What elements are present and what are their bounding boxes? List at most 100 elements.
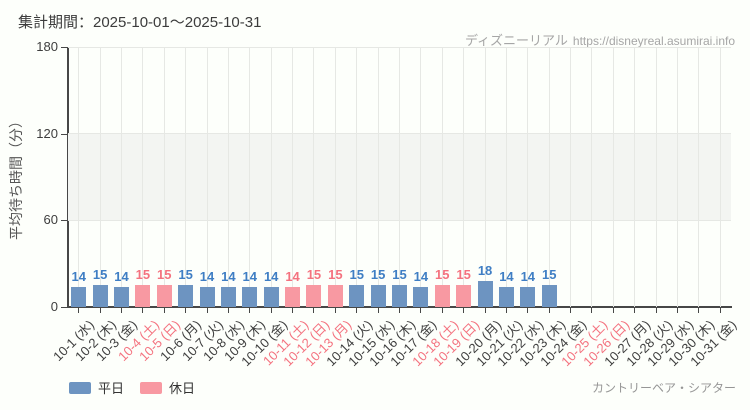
chart-plot-area: 10-1 (水) 14 10-2 (木) 15 10-3 (金) 14 10-4 (土) 15… <box>51 46 739 369</box>
bar-weekday <box>520 286 536 307</box>
watermark-url: https://disneyreal.asumirai.info <box>572 34 735 48</box>
bar-weekday <box>392 285 407 307</box>
x-axis-tick-mark <box>484 308 486 313</box>
x-axis-tick-mark <box>591 308 593 313</box>
bar-weekday <box>477 281 493 307</box>
x-gridline <box>313 47 315 307</box>
x-axis-tick-mark <box>399 308 400 313</box>
bar-weekday <box>113 286 129 307</box>
bar-value-label: 15 <box>370 267 386 283</box>
x-axis-tick-mark <box>527 308 529 313</box>
x-axis-tick-mark <box>677 308 679 313</box>
bar-holiday <box>327 285 343 307</box>
x-gridline <box>120 47 122 307</box>
x-axis-tick-mark <box>270 308 272 313</box>
attraction-name: カントリーベア・シアター <box>591 381 736 395</box>
y-axis-tick-label: 180 <box>36 39 58 54</box>
bar-value-label: 15 <box>541 267 557 283</box>
y-axis-tick-mark <box>61 307 68 308</box>
x-axis-tick-mark <box>185 308 187 313</box>
bar-weekday <box>242 286 258 307</box>
legend-item-weekday: 平日 <box>69 378 124 397</box>
x-axis-tick-mark <box>719 308 721 313</box>
x-gridline <box>719 47 721 307</box>
x-gridline <box>227 47 229 307</box>
bar-value-label: 15 <box>178 267 193 283</box>
x-gridline <box>677 47 679 307</box>
y-axis-tick-label: 60 <box>43 212 58 228</box>
x-axis-tick-mark <box>420 308 422 313</box>
bar-weekday <box>71 286 87 307</box>
x-gridline <box>78 47 80 307</box>
x-gridline <box>634 47 636 307</box>
bar-holiday <box>456 285 472 307</box>
bar-value-label: 15 <box>349 267 364 283</box>
x-axis-tick-mark <box>163 308 165 313</box>
bar-weekday <box>413 286 429 307</box>
bar-value-label: 15 <box>456 267 471 283</box>
x-axis-tick-mark <box>249 308 251 313</box>
x-gridline <box>99 47 101 307</box>
x-gridline <box>334 47 336 307</box>
x-gridline <box>163 47 165 307</box>
bar-weekday <box>92 285 108 307</box>
x-gridline <box>655 47 657 307</box>
bar-holiday <box>285 286 301 307</box>
x-gridline <box>548 47 550 307</box>
x-gridline <box>591 47 593 307</box>
y-axis-tick-mark <box>61 47 68 48</box>
chart-legend: 平日 休日 <box>69 378 195 397</box>
x-axis-line <box>67 306 732 308</box>
x-axis-tick-mark <box>313 308 315 313</box>
y-axis-tick-mark <box>61 220 68 222</box>
bar-weekday <box>178 285 194 307</box>
bar-value-label: 14 <box>263 268 279 284</box>
bar-value-label: 14 <box>199 268 215 284</box>
x-gridline <box>399 47 400 307</box>
legend-label-holiday: 休日 <box>169 381 196 396</box>
x-gridline <box>356 47 358 307</box>
bar-holiday <box>306 285 322 307</box>
x-gridline <box>420 47 422 307</box>
x-axis-tick-mark <box>505 308 507 313</box>
x-axis-tick-mark <box>356 308 358 313</box>
x-axis-tick-mark <box>634 308 636 313</box>
x-axis-tick-mark <box>570 308 572 313</box>
x-gridline <box>377 47 379 307</box>
bar-holiday <box>135 285 151 307</box>
bar-value-label: 14 <box>520 268 536 284</box>
y-axis-tick-label: 120 <box>36 125 58 141</box>
x-axis-tick-mark <box>441 308 443 313</box>
watermark-brand: ディズニーリアル <box>464 33 568 48</box>
x-gridline <box>612 47 614 307</box>
x-gridline <box>527 47 529 307</box>
bar-value-label: 14 <box>285 268 300 284</box>
watermark: ディズニーリアル https://disneyreal.asumirai.inf… <box>465 30 735 49</box>
x-gridline <box>206 47 208 307</box>
x-axis-tick-mark <box>142 308 144 313</box>
bar-value-label: 14 <box>413 268 429 284</box>
x-axis-tick-mark <box>227 308 229 313</box>
bar-value-label: 18 <box>477 263 493 278</box>
bar-value-label: 14 <box>71 268 86 284</box>
bar-value-label: 14 <box>242 268 258 284</box>
x-axis-tick-mark <box>612 308 614 313</box>
bar-value-label: 15 <box>328 267 343 283</box>
x-gridline <box>441 47 443 307</box>
x-gridline <box>292 47 294 307</box>
bar-weekday <box>220 286 236 307</box>
bar-weekday <box>199 286 215 307</box>
bar-weekday <box>498 286 514 307</box>
x-gridline <box>270 47 272 307</box>
x-axis-tick-mark <box>334 308 336 313</box>
x-gridline <box>570 47 572 307</box>
bar-holiday <box>156 285 172 307</box>
x-axis-tick-mark <box>78 308 80 313</box>
legend-item-holiday: 休日 <box>140 378 195 397</box>
page-title: 集計期間：2025-10-01～2025-10-31 <box>18 14 262 31</box>
x-gridline <box>505 47 507 307</box>
x-gridline <box>698 47 700 307</box>
x-axis-tick-mark <box>698 308 700 313</box>
bar-weekday <box>263 286 279 307</box>
